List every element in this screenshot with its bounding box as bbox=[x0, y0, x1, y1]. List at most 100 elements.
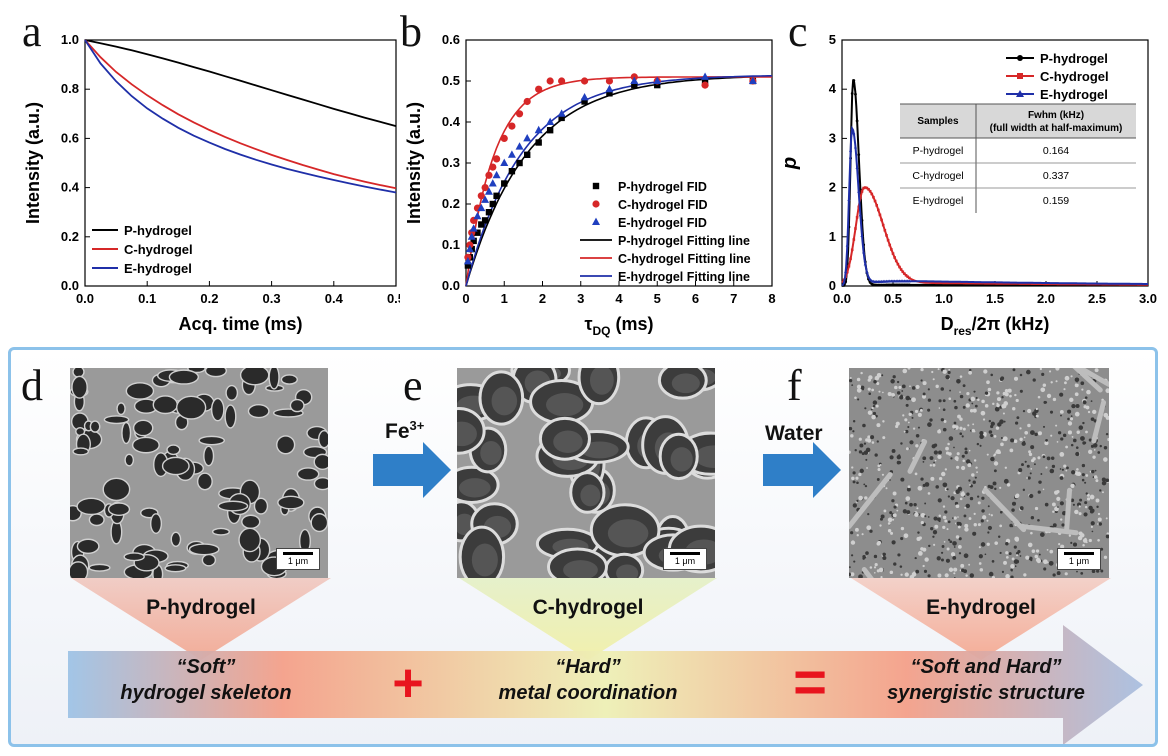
data-point-P-hydrogel FID bbox=[558, 114, 565, 122]
sem-grain bbox=[1085, 430, 1088, 434]
data-point-E-hydrogel FID bbox=[630, 76, 639, 84]
sem-grain bbox=[903, 533, 909, 539]
series-line-E-hydrogel bbox=[84, 39, 397, 194]
sem-grain bbox=[957, 516, 959, 518]
sem-grain bbox=[953, 399, 957, 403]
sem-grain bbox=[1055, 424, 1058, 427]
sem-grain bbox=[1048, 560, 1054, 566]
table-cell: 0.337 bbox=[1043, 170, 1069, 182]
sem-grain bbox=[953, 421, 957, 425]
sem-grain bbox=[889, 511, 893, 515]
sem-grain bbox=[1005, 555, 1009, 559]
sem-grain bbox=[865, 551, 869, 555]
sem-grain bbox=[948, 538, 951, 542]
sem-pore bbox=[225, 384, 239, 401]
sem-grain bbox=[1049, 410, 1054, 414]
sem-grain bbox=[1046, 456, 1051, 461]
sem-grain bbox=[856, 384, 862, 389]
sem-grain bbox=[1093, 475, 1098, 479]
data-point bbox=[846, 270, 849, 274]
sem-cell-inner bbox=[589, 368, 614, 395]
sem-grain bbox=[880, 514, 885, 519]
sem-pore bbox=[168, 369, 200, 385]
sem-grain bbox=[1011, 501, 1017, 506]
sem-grain bbox=[1012, 406, 1016, 411]
y-tick-label: 0.4 bbox=[61, 180, 80, 195]
panel-letter-b: b bbox=[400, 7, 422, 56]
sem-grain bbox=[1082, 400, 1087, 405]
data-point bbox=[857, 153, 861, 157]
data-point bbox=[894, 259, 898, 263]
data-point-P-hydrogel FID bbox=[524, 151, 531, 158]
series-line-C-hydrogel bbox=[841, 186, 1148, 286]
sem-grain bbox=[924, 482, 930, 487]
desc-synergy: “Soft and Hard” synergistic structure bbox=[887, 656, 1085, 704]
sem-grain bbox=[1060, 544, 1065, 549]
sem-grain bbox=[892, 513, 897, 518]
sem-cell-inner bbox=[553, 430, 583, 454]
sem-grain bbox=[900, 394, 903, 397]
sem-grain bbox=[1039, 368, 1043, 371]
data-point bbox=[854, 227, 857, 230]
sem-grain bbox=[852, 430, 855, 433]
sem-grain bbox=[909, 385, 911, 388]
data-point-C-hydrogel FID bbox=[523, 97, 531, 106]
sem-grain bbox=[896, 391, 901, 395]
sem-grain bbox=[1034, 554, 1039, 559]
sem-grain bbox=[928, 544, 931, 548]
sem-grain bbox=[978, 546, 981, 549]
sem-grain bbox=[887, 517, 893, 523]
sem-grain bbox=[1015, 554, 1019, 557]
sem-grain bbox=[1029, 472, 1032, 475]
sem-grain bbox=[953, 446, 955, 449]
sem-grain bbox=[1026, 464, 1030, 468]
sem-grain bbox=[990, 514, 993, 517]
step-label-water: Water bbox=[765, 422, 823, 445]
data-point bbox=[881, 223, 885, 227]
sem-grain bbox=[994, 406, 1000, 412]
sem-grain bbox=[897, 553, 901, 557]
sem-grain bbox=[949, 389, 952, 392]
sem-image-c-hydrogel: 1 μm bbox=[457, 368, 715, 578]
scale-bar: 1 μm bbox=[1057, 548, 1101, 570]
data-point-P-hydrogel FID bbox=[478, 221, 485, 228]
sem-grain bbox=[930, 476, 935, 481]
sem-grain bbox=[1086, 497, 1091, 501]
sem-grain bbox=[1070, 483, 1075, 488]
sem-grain bbox=[953, 546, 956, 548]
sem-grain bbox=[947, 370, 951, 375]
data-point-C-hydrogel FID bbox=[515, 110, 524, 118]
sem-grain bbox=[1096, 505, 1099, 509]
sem-grain bbox=[1091, 530, 1094, 533]
sem-grain bbox=[1067, 430, 1072, 435]
sem-pore bbox=[161, 456, 190, 476]
sem-grain bbox=[1050, 456, 1055, 461]
sem-ridge bbox=[1075, 368, 1109, 387]
sem-grain bbox=[927, 408, 931, 412]
sem-grain bbox=[984, 404, 989, 408]
data-point-P-hydrogel FID bbox=[474, 229, 481, 236]
sem-grain bbox=[937, 573, 942, 578]
sem-grain bbox=[1042, 455, 1046, 459]
sem-grain bbox=[1088, 438, 1092, 442]
sem-grain bbox=[936, 556, 941, 561]
data-point-P-hydrogel FID bbox=[546, 127, 554, 134]
y-tick-label: 0.2 bbox=[442, 196, 460, 211]
sem-grain bbox=[1003, 478, 1009, 484]
sem-grain bbox=[988, 571, 994, 577]
sem-grain bbox=[858, 450, 863, 454]
sem-grain bbox=[990, 434, 994, 438]
data-point bbox=[868, 277, 872, 281]
sem-grain bbox=[856, 377, 861, 382]
table-header: Fwhm (kHz) bbox=[1028, 110, 1084, 121]
legend-marker bbox=[592, 200, 600, 208]
scale-bar: 1 μm bbox=[276, 548, 320, 570]
sem-pore bbox=[201, 553, 217, 567]
sem-grain bbox=[887, 529, 892, 533]
sem-grain bbox=[900, 536, 904, 541]
sem-grain bbox=[1040, 387, 1046, 393]
sem-grain bbox=[873, 566, 877, 569]
sem-grain bbox=[980, 542, 986, 547]
sem-grain bbox=[1071, 436, 1074, 438]
sem-grain bbox=[904, 572, 909, 577]
